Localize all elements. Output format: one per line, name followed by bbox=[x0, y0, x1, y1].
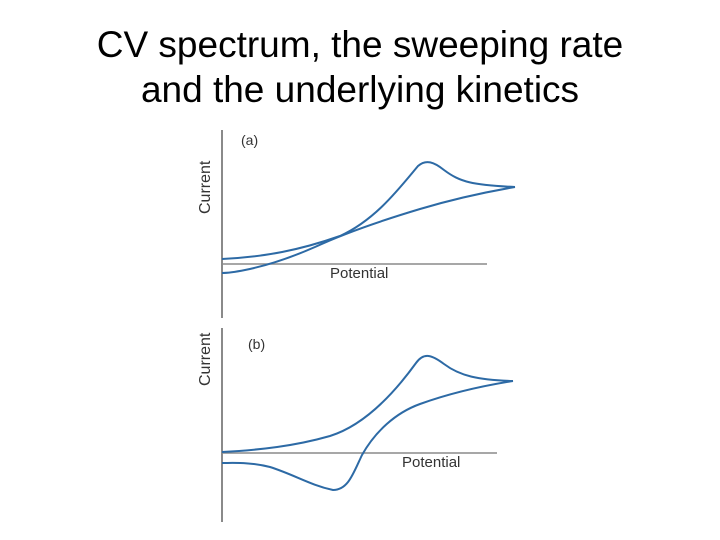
slide-title: CV spectrum, the sweeping rate and the u… bbox=[0, 22, 720, 112]
panel-b-tag: (b) bbox=[248, 336, 265, 352]
panel-a-tag: (a) bbox=[241, 132, 258, 148]
panel-a-forward-scan-curve bbox=[221, 161, 516, 260]
slide-title-line-1: CV spectrum, the sweeping rate bbox=[96, 24, 624, 65]
panel-a-x-label: Potential bbox=[330, 265, 388, 282]
panel-b-x-label: Potential bbox=[402, 454, 460, 471]
panel-b-y-label: Current bbox=[197, 332, 214, 386]
panel-b: (b) Current Potential bbox=[197, 328, 514, 522]
slide-title-line-2: and the underlying kinetics bbox=[140, 69, 580, 110]
panel-a-y-label: Current bbox=[197, 160, 214, 214]
panel-b-forward-scan-curve bbox=[221, 355, 514, 453]
panel-a-reverse-scan-curve bbox=[221, 186, 516, 274]
panel-a: (a) Current Potential bbox=[197, 130, 516, 318]
panel-b-reverse-scan-curve bbox=[221, 380, 514, 492]
